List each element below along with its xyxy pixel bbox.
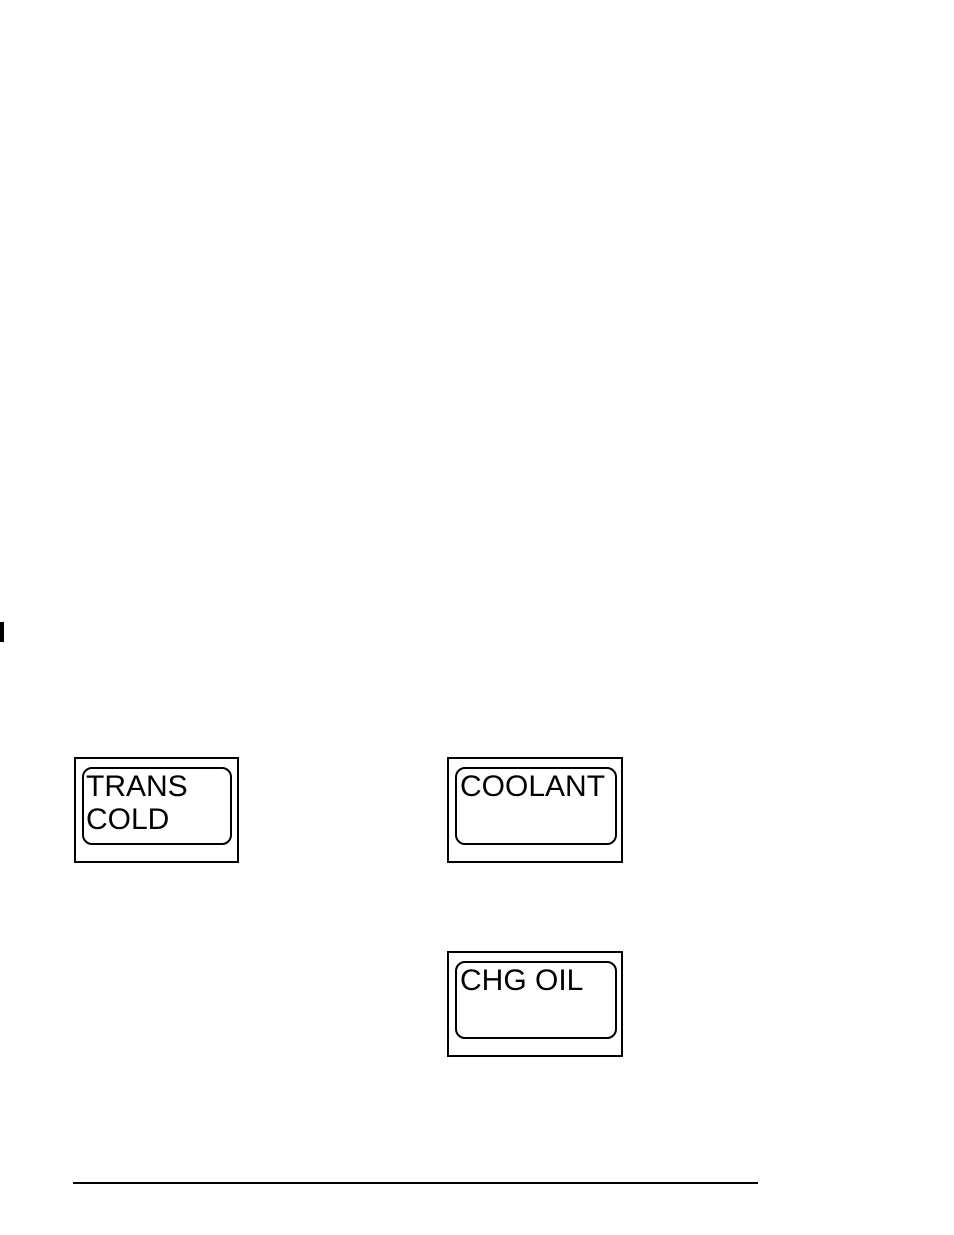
- bottom-rule: [73, 1182, 758, 1184]
- indicator-coolant-label: COOLANT: [460, 770, 605, 803]
- page: TRANS COLD COOLANT CHG OIL: [0, 0, 954, 1235]
- left-edge-mark: [0, 622, 4, 642]
- indicator-trans-cold-label: TRANS COLD: [86, 770, 188, 836]
- indicator-chg-oil-label: CHG OIL: [460, 964, 583, 997]
